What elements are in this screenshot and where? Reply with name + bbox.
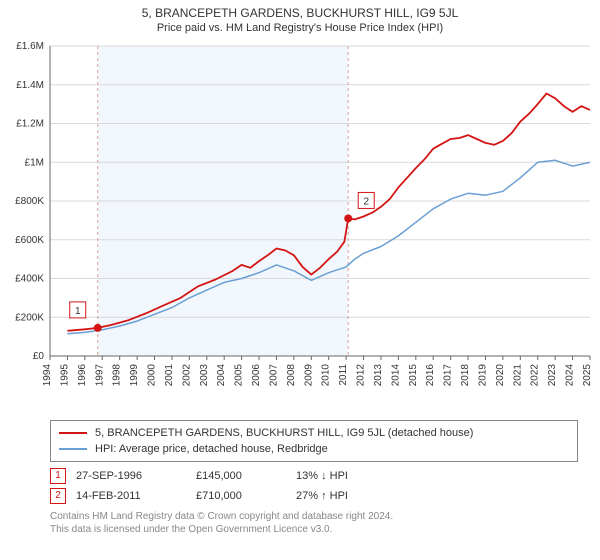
footer-line-1: Contains HM Land Registry data © Crown c… — [50, 510, 578, 523]
svg-text:£1.4M: £1.4M — [16, 80, 44, 91]
legend-swatch-2 — [59, 448, 87, 450]
sale-price: £710,000 — [196, 490, 286, 502]
svg-text:2010: 2010 — [321, 364, 332, 387]
svg-text:2: 2 — [363, 196, 369, 207]
svg-text:2013: 2013 — [373, 364, 384, 387]
svg-text:2007: 2007 — [268, 364, 279, 387]
svg-text:2015: 2015 — [408, 364, 419, 387]
svg-text:2014: 2014 — [390, 364, 401, 387]
svg-text:2023: 2023 — [547, 364, 558, 387]
svg-text:1998: 1998 — [112, 364, 123, 387]
legend-label-1: 5, BRANCEPETH GARDENS, BUCKHURST HILL, I… — [95, 427, 473, 439]
svg-text:2017: 2017 — [443, 364, 454, 387]
svg-text:2008: 2008 — [286, 364, 297, 387]
svg-text:2002: 2002 — [181, 364, 192, 387]
legend-swatch-1 — [59, 432, 87, 434]
svg-text:£0: £0 — [33, 351, 45, 362]
sale-date: 14-FEB-2011 — [76, 490, 186, 502]
svg-text:2011: 2011 — [338, 364, 349, 386]
svg-text:£200K: £200K — [15, 312, 44, 323]
legend: 5, BRANCEPETH GARDENS, BUCKHURST HILL, I… — [50, 420, 578, 462]
chart-title-block: 5, BRANCEPETH GARDENS, BUCKHURST HILL, I… — [0, 0, 600, 36]
svg-text:£800K: £800K — [15, 196, 44, 207]
legend-row-2: HPI: Average price, detached house, Redb… — [59, 441, 569, 457]
footer-attribution: Contains HM Land Registry data © Crown c… — [50, 510, 578, 536]
sale-date: 27-SEP-1996 — [76, 470, 186, 482]
svg-text:£400K: £400K — [15, 274, 44, 285]
svg-text:1995: 1995 — [59, 364, 70, 387]
svg-text:2004: 2004 — [216, 364, 227, 387]
svg-text:2016: 2016 — [425, 364, 436, 387]
svg-text:2000: 2000 — [147, 364, 158, 387]
svg-text:1997: 1997 — [94, 364, 105, 387]
svg-text:2025: 2025 — [582, 364, 593, 387]
sale-marker-icon: 1 — [50, 468, 66, 484]
svg-text:2019: 2019 — [477, 364, 488, 387]
svg-text:2005: 2005 — [234, 364, 245, 387]
sale-hpi-diff: 27% ↑ HPI — [296, 490, 406, 502]
svg-text:2009: 2009 — [303, 364, 314, 387]
svg-text:2020: 2020 — [495, 364, 506, 387]
svg-text:2003: 2003 — [199, 364, 210, 387]
legend-row-1: 5, BRANCEPETH GARDENS, BUCKHURST HILL, I… — [59, 425, 569, 441]
svg-text:2024: 2024 — [565, 364, 576, 387]
svg-text:2018: 2018 — [460, 364, 471, 387]
svg-text:1: 1 — [75, 306, 81, 317]
sales-table: 1 27-SEP-1996 £145,000 13% ↓ HPI 2 14-FEB-201… — [50, 466, 578, 506]
price-chart: £0 £200K £400K £600K £800K £1M £1.2M £1.4M £1.6M… — [0, 36, 600, 416]
svg-text:2021: 2021 — [512, 364, 523, 387]
svg-text:2006: 2006 — [251, 364, 262, 387]
footer-line-2: This data is licensed under the Open Gov… — [50, 523, 578, 536]
title-line-1: 5, BRANCEPETH GARDENS, BUCKHURST HILL, I… — [0, 6, 600, 20]
sale-hpi-diff: 13% ↓ HPI — [296, 470, 406, 482]
sale-row: 1 27-SEP-1996 £145,000 13% ↓ HPI — [50, 466, 578, 486]
legend-label-2: HPI: Average price, detached house, Redb… — [95, 443, 328, 455]
sale-row: 2 14-FEB-2011 £710,000 27% ↑ HPI — [50, 486, 578, 506]
sale-price: £145,000 — [196, 470, 286, 482]
svg-text:2012: 2012 — [356, 364, 367, 387]
svg-text:£1.6M: £1.6M — [16, 41, 44, 52]
sale-marker-icon: 2 — [50, 488, 66, 504]
svg-text:1996: 1996 — [77, 364, 88, 387]
svg-text:2022: 2022 — [530, 364, 541, 387]
title-line-2: Price paid vs. HM Land Registry's House … — [0, 22, 600, 34]
svg-text:£600K: £600K — [15, 235, 44, 246]
svg-text:1994: 1994 — [42, 364, 53, 387]
svg-text:£1.2M: £1.2M — [16, 119, 44, 130]
svg-text:1999: 1999 — [129, 364, 140, 387]
svg-text:£1M: £1M — [25, 157, 44, 168]
svg-text:2001: 2001 — [164, 364, 175, 387]
chart-container: £0 £200K £400K £600K £800K £1M £1.2M £1.4M £1.6M… — [0, 36, 600, 416]
